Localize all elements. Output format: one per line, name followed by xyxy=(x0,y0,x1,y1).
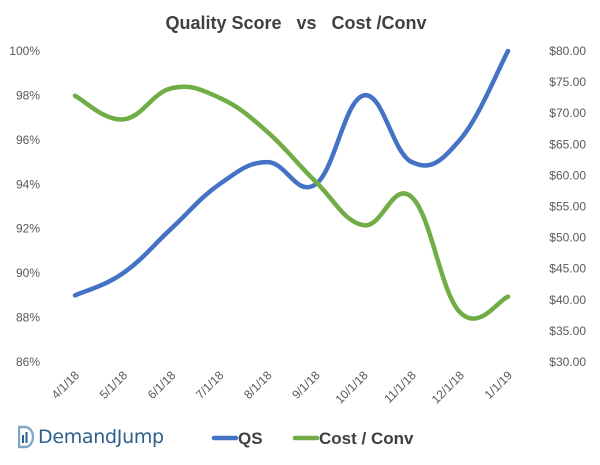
right-tick-label: $50.00 xyxy=(549,231,586,245)
x-tick-label: 1/1/19 xyxy=(482,368,516,402)
x-tick-label: 5/1/18 xyxy=(97,368,131,402)
x-tick-label: 7/1/18 xyxy=(193,368,227,402)
left-tick-label: 92% xyxy=(16,222,40,236)
legend-label-cost-conv: Cost / Conv xyxy=(319,429,414,448)
right-tick-label: $55.00 xyxy=(549,200,586,214)
right-tick-label: $80.00 xyxy=(549,44,586,58)
left-tick-label: 86% xyxy=(16,355,40,369)
x-tick-label: 10/1/18 xyxy=(333,368,371,406)
plot-area xyxy=(72,48,511,321)
series-line-cost-conv xyxy=(72,84,511,321)
x-tick-label: 6/1/18 xyxy=(145,368,179,402)
legend: QS Cost / Conv xyxy=(211,429,414,448)
x-tick-label: 4/1/18 xyxy=(49,368,83,402)
x-tick-label: 11/1/18 xyxy=(381,368,419,406)
series-line-qs xyxy=(72,48,511,298)
x-axis: 4/1/18 5/1/18 6/1/18 7/1/18 8/1/18 9/1/18 10/1… xyxy=(49,368,516,406)
left-tick-label: 88% xyxy=(16,311,40,325)
right-tick-label: $35.00 xyxy=(549,324,586,338)
right-tick-label: $65.00 xyxy=(549,137,586,151)
x-tick-label: 8/1/18 xyxy=(241,368,275,402)
right-tick-label: $70.00 xyxy=(549,106,586,120)
left-tick-label: 98% xyxy=(16,88,40,102)
left-tick-label: 94% xyxy=(16,177,40,191)
right-axis: $30.00 $35.00 $40.00 $45.00 $50.00 $55.00 $60.… xyxy=(549,44,586,369)
brand-logo: DemandJump xyxy=(18,425,164,449)
demandjump-logo-icon xyxy=(18,425,34,449)
x-tick-label: 9/1/18 xyxy=(289,368,323,402)
chart-title: Quality Score vs Cost /Conv xyxy=(165,13,426,33)
logo-text: DemandJump xyxy=(38,426,164,448)
left-axis: 86% 88% 90% 92% 94% 96% 98% 100% xyxy=(9,44,40,369)
left-tick-label: 90% xyxy=(16,266,40,280)
x-tick-label: 12/1/18 xyxy=(429,368,467,406)
right-tick-label: $60.00 xyxy=(549,168,586,182)
right-tick-label: $40.00 xyxy=(549,293,586,307)
right-tick-label: $45.00 xyxy=(549,262,586,276)
right-tick-label: $75.00 xyxy=(549,75,586,89)
legend-label-qs: QS xyxy=(238,429,263,448)
left-tick-label: 96% xyxy=(16,133,40,147)
left-tick-label: 100% xyxy=(9,44,40,58)
right-tick-label: $30.00 xyxy=(549,355,586,369)
